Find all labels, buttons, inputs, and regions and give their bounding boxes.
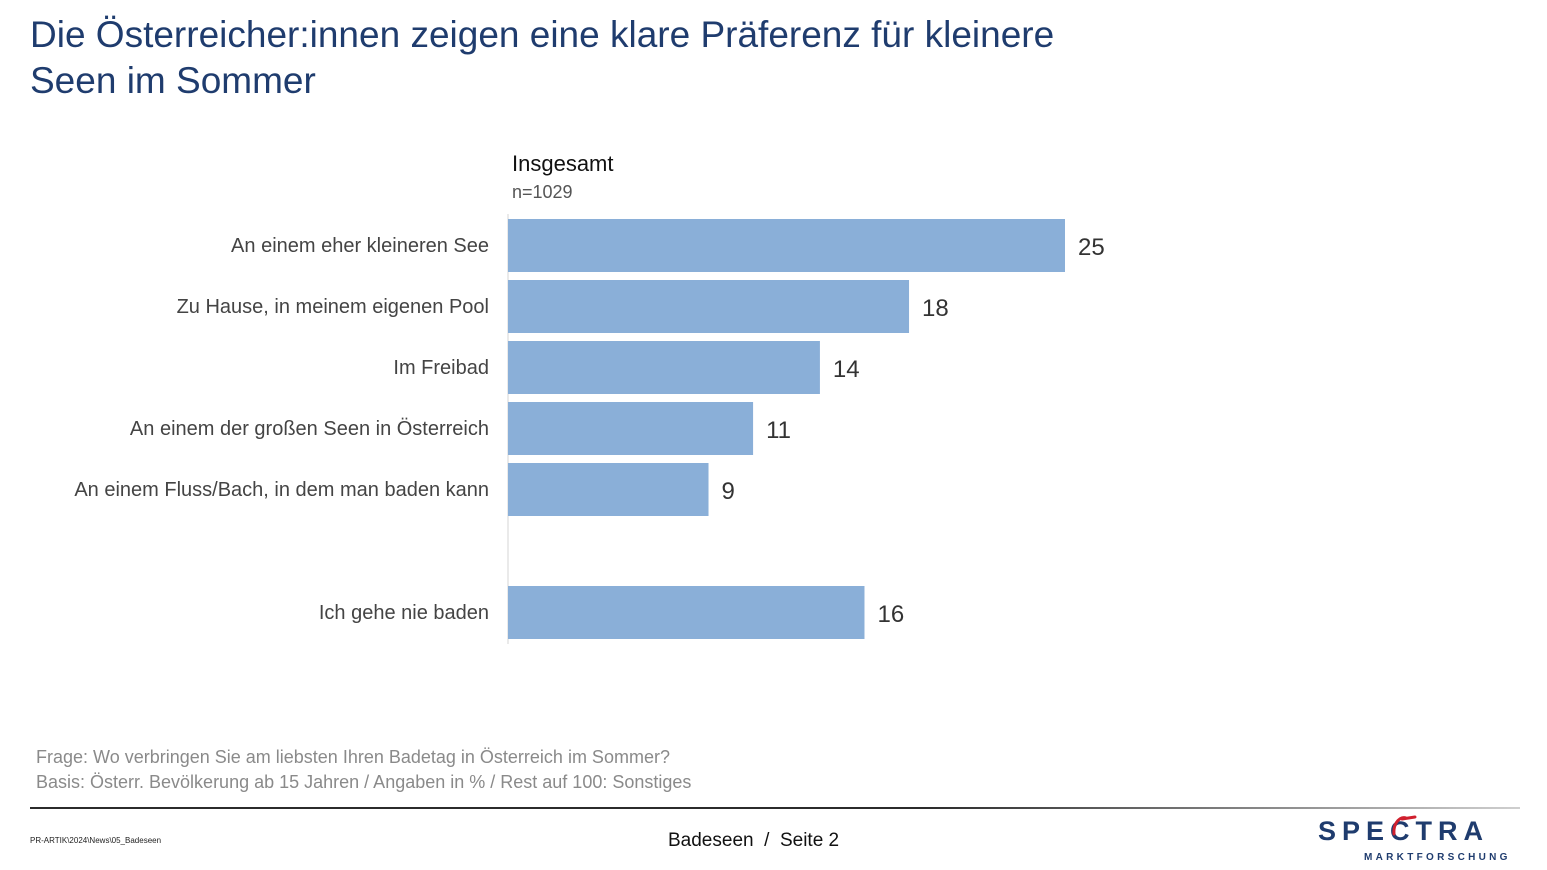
- logo-text: SPECTRA: [1318, 816, 1489, 846]
- category-label-6: Ich gehe nie baden: [319, 602, 489, 624]
- spectra-logo-icon: [1392, 815, 1417, 836]
- category-label-4: An einem der großen Seen in Österreich: [130, 418, 489, 440]
- footnote-question: Frage: Wo verbringen Sie am liebsten Ihr…: [36, 747, 670, 767]
- category-label-2: Zu Hause, in meinem eigenen Pool: [177, 296, 489, 318]
- chart-sample-size: n=1029: [512, 182, 573, 202]
- footnote-basis: Basis: Österr. Bevölkerung ab 15 Jahren …: [36, 772, 692, 792]
- title-line-1: Die Österreicher:innen zeigen eine klare…: [30, 14, 1055, 55]
- bar-5: [508, 463, 709, 516]
- chart-group-label: Insgesamt: [512, 151, 614, 176]
- spectra-logo: SPECTRA MARKTFORSCHUNG: [1318, 815, 1511, 863]
- value-label-2: 18: [922, 295, 949, 322]
- category-label-5: An einem Fluss/Bach, in dem man baden ka…: [74, 479, 489, 501]
- bar-6: [508, 586, 865, 639]
- footer-page-label: Badeseen / Seite 2: [668, 830, 840, 851]
- value-label-5: 9: [722, 478, 735, 505]
- logo-subtext: MARKTFORSCHUNG: [1364, 852, 1511, 863]
- bar-4: [508, 402, 754, 455]
- value-label-4: 11: [766, 417, 791, 444]
- page-title: Die Österreicher:innen zeigen eine klare…: [30, 12, 1180, 104]
- value-label-1: 25: [1078, 234, 1105, 261]
- bar-3: [508, 341, 820, 394]
- value-label-6: 16: [877, 601, 904, 628]
- category-label-3: Im Freibad: [393, 357, 489, 379]
- category-label-1: An einem eher kleineren See: [231, 235, 489, 257]
- value-label-3: 14: [833, 356, 860, 383]
- bar-1: [508, 219, 1065, 272]
- footer-divider: [30, 807, 1520, 809]
- title-line-2: Seen im Sommer: [30, 60, 316, 101]
- bar-2: [508, 280, 910, 333]
- footer-file-path: PR-ARTIK\2024\News\05_Badeseen: [30, 836, 162, 845]
